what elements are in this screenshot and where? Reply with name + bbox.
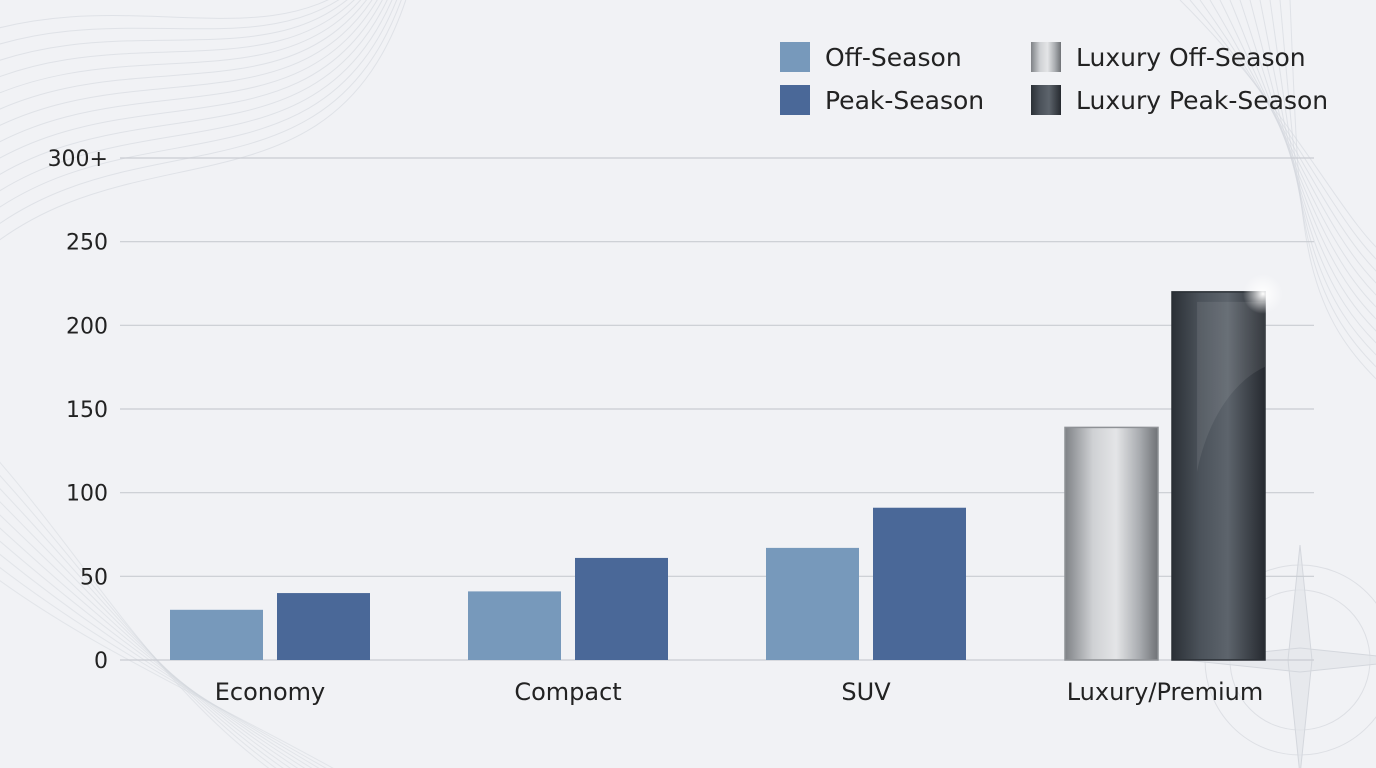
deco-curve [0,474,277,768]
bar-gloss [1197,301,1265,472]
deco-curve [0,514,299,768]
deco-curve [0,580,334,768]
deco-curve [1229,0,1376,308]
deco-curve [0,527,306,768]
y-tick-label: 150 [66,398,108,423]
x-tick-label: Luxury/Premium [1067,678,1264,706]
deco-curve [1259,0,1376,344]
deco-curve [0,0,402,224]
deco-curve [0,0,361,94]
deco-curve [1269,0,1376,356]
y-tick-label: 200 [66,314,108,339]
x-tick-label: Compact [514,678,621,706]
deco-curve [1219,0,1376,296]
deco-curve [0,0,340,45]
legend-label: Luxury Off-Season [1076,43,1306,72]
deco-curve [0,553,320,768]
bar-luxury-off-season-luxury-premium [1064,426,1159,661]
deco-curve [1279,0,1376,368]
deco-curve [0,0,383,159]
legend: Off-Season Peak-Season Luxury Off-Season Lu… [780,42,1328,115]
y-tick-label: 50 [80,565,108,590]
y-tick-label: 250 [66,231,108,256]
deco-curve [0,0,355,78]
deco-curve [0,0,378,143]
x-axis-labels: Economy Compact SUV Luxury/Premium [215,678,1264,706]
deco-curve [0,0,388,175]
bars [170,273,1283,661]
bar-peak-season-compact [575,557,668,660]
deco-curve [0,0,348,61]
bar-peak-season-suv [873,507,966,660]
deco-curve [1239,0,1376,320]
deco-curve [1189,0,1376,260]
bar-off-season-suv [766,547,859,660]
y-tick-label: 0 [94,649,108,674]
sparkle-icon [1243,273,1283,314]
deco-curve [0,488,284,768]
deco-curve [0,0,373,126]
deco-curve [0,501,291,768]
legend-label: Luxury Peak-Season [1076,86,1328,115]
deco-curve [0,461,270,768]
legend-label: Peak-Season [825,86,984,115]
legend-swatch [1031,85,1061,115]
deco-curve [1289,0,1376,380]
y-axis-ticks: 0 50 100 150 200 250 300+ [48,147,108,674]
bar-off-season-economy [170,609,263,660]
deco-curve [0,566,327,768]
deco-curve [1179,0,1376,248]
deco-curve [0,0,329,29]
legend-swatch [780,42,810,72]
legend-label: Off-Season [825,43,962,72]
x-tick-label: SUV [841,678,891,706]
deco-curve [0,0,367,110]
legend-swatch [780,85,810,115]
deco-curve [0,0,398,208]
deco-curve [0,0,393,192]
y-tick-label: 100 [66,482,108,507]
bar-luxury-peak-season-luxury-premium [1171,291,1266,661]
deco-curve [0,540,313,768]
x-tick-label: Economy [215,678,326,706]
deco-curve [1209,0,1376,284]
legend-swatch [1031,42,1061,72]
bar-peak-season-economy [277,593,370,660]
bar-off-season-compact [468,591,561,660]
deco-curve [1199,0,1376,272]
deco-curve [0,0,407,241]
y-tick-label: 300+ [48,147,108,172]
deco-curve [1249,0,1376,332]
